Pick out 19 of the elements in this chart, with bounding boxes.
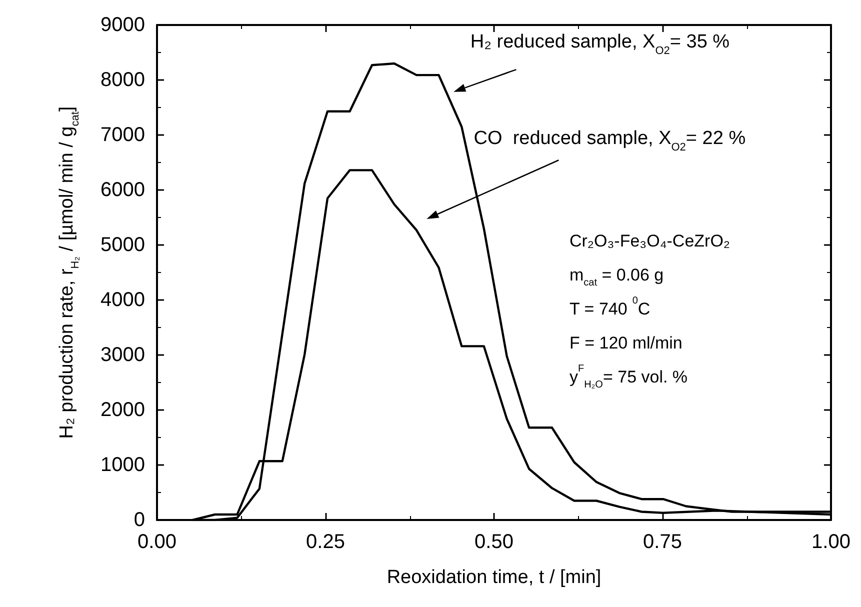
x-axis-title: Reoxidation time, t / [min] — [386, 567, 602, 588]
y-tick-label: 9000 — [100, 14, 145, 36]
x-tick-label: 0.25 — [306, 531, 345, 553]
y-tick-label: 6000 — [100, 179, 145, 201]
y-tick-label: 3000 — [100, 344, 145, 366]
y-axis-title: H₂ production rate, rH₂ / [µmol/ min / gcat] — [56, 106, 82, 439]
annotation: Cr₂O₃-Fe₃O₄-CeZrO₂ — [569, 231, 730, 250]
x-tick-label: 0.75 — [643, 531, 682, 553]
y-tick-label: 1000 — [100, 454, 145, 476]
x-tick-label: 1.00 — [812, 531, 850, 553]
y-tick-label: 8000 — [100, 69, 145, 91]
y-tick-label: 0 — [134, 509, 145, 531]
y-tick-label: 2000 — [100, 399, 145, 421]
y-tick-label: 4000 — [100, 289, 145, 311]
x-tick-label: 0.50 — [474, 531, 514, 553]
y-tick-label: 7000 — [100, 124, 145, 146]
annotation: F = 120 ml/min — [569, 333, 682, 352]
y-tick-label: 5000 — [100, 234, 145, 256]
x-tick-label: 0.00 — [138, 531, 176, 553]
